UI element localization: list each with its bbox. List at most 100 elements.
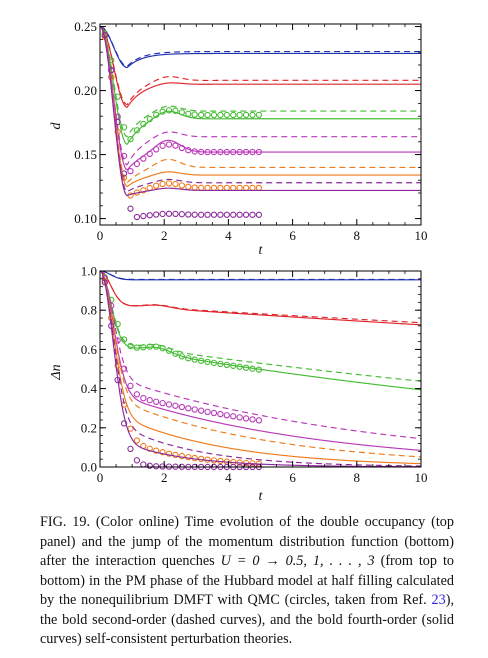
top-series-13-line xyxy=(99,26,421,197)
bottom-series-15-point xyxy=(108,322,115,330)
bottom-series-12-point xyxy=(172,451,179,459)
top-series-9-point xyxy=(197,148,205,156)
top-series-15-point xyxy=(210,211,218,218)
bottom-ytick-label: 0.8 xyxy=(81,303,97,318)
bottom-ytick-label: 1.0 xyxy=(81,264,97,279)
top-ytick-label: 0.10 xyxy=(74,211,97,226)
bottom-series-9-point xyxy=(153,398,160,405)
top-series-9-point xyxy=(204,148,211,156)
top-x-axis-label: t xyxy=(259,243,264,258)
top-series-6-point xyxy=(159,108,166,115)
bottom-series-6-point xyxy=(146,343,153,350)
top-series-6-point xyxy=(172,107,179,114)
top-series-8-line xyxy=(99,26,421,166)
top-series-12-point xyxy=(255,184,263,192)
top-series-14-line xyxy=(99,26,421,193)
top-series-12-point xyxy=(217,184,224,192)
top-series-6-point xyxy=(210,111,218,119)
top-series-9-point xyxy=(255,148,263,156)
top-series-12-point xyxy=(178,182,186,189)
bottom-series-9-point xyxy=(191,406,198,413)
bottom-series-6-point xyxy=(223,361,230,368)
bottom-series-12-point xyxy=(159,449,166,456)
top-series-12-point xyxy=(108,73,115,81)
bottom-series-6-point xyxy=(230,362,237,369)
top-series-12-point xyxy=(210,184,218,192)
top-panel: 0 2 4 6 8 10 0.10 0.15 0.20 0.25 t d xyxy=(49,19,428,258)
bottom-series-9-point xyxy=(120,365,128,372)
bottom-series-9-point xyxy=(133,391,141,398)
bottom-series-9-point xyxy=(165,401,173,408)
top-series-15-point xyxy=(236,211,243,218)
top-series-6-point xyxy=(204,111,211,119)
top-series-9-point xyxy=(153,146,160,153)
top-series-15-point xyxy=(133,213,141,221)
top-series-15-point xyxy=(146,212,153,219)
bottom-series-9-point xyxy=(230,413,237,420)
top-series-6-point xyxy=(185,110,192,117)
top-series-9-point xyxy=(191,148,198,155)
bottom-xtick-label: 0 xyxy=(97,470,104,485)
top-series-15-point xyxy=(108,67,115,74)
bottom-y-axis-label: Δn xyxy=(49,364,64,380)
bottom-series-6-point xyxy=(159,344,166,352)
top-series-9-point xyxy=(140,155,147,162)
bottom-series-9-point xyxy=(127,382,134,389)
bottom-series-9-point xyxy=(197,407,205,414)
bottom-series-15-point xyxy=(120,420,128,427)
top-series-6-point xyxy=(230,111,237,119)
bottom-series-12-point xyxy=(165,450,173,457)
top-series-9-point xyxy=(185,147,192,154)
bottom-series-12-point xyxy=(133,437,141,444)
top-ytick-label: 0.20 xyxy=(74,83,97,98)
caption-quench: U = 0 → 0.5, 1, . . . , 3 xyxy=(220,553,375,569)
bottom-xtick-label: 2 xyxy=(161,470,168,485)
bottom-series-15-point xyxy=(133,457,141,464)
top-series-15-point xyxy=(204,211,211,218)
top-series-12-point xyxy=(197,184,205,191)
bottom-series-9-point xyxy=(236,414,243,421)
top-series-6-point xyxy=(120,124,128,131)
bottom-series-9-point xyxy=(223,412,230,419)
bottom-series-9-point xyxy=(178,403,186,411)
bottom-series-15-point xyxy=(153,463,160,470)
bottom-xtick-label: 6 xyxy=(289,470,296,485)
top-series-7-line xyxy=(99,26,421,171)
bottom-series-6-point xyxy=(236,363,243,370)
bottom-series-1-line xyxy=(99,270,421,281)
top-series-6-point xyxy=(217,111,224,119)
bottom-panel: 0 2 4 6 8 10 0.0 0.2 0.4 0.6 0.8 1.0 t Δn xyxy=(49,264,428,505)
top-series-11-line xyxy=(99,26,421,184)
bottom-series-6-point xyxy=(120,336,128,343)
top-series-15-point xyxy=(242,211,250,218)
top-series-6-point xyxy=(249,111,256,119)
bottom-series-6-point xyxy=(242,364,250,371)
top-plot-frame xyxy=(99,23,422,226)
caption-ref-link[interactable]: 23 xyxy=(431,592,446,608)
top-series-9-point xyxy=(223,148,230,156)
bottom-series-9-point xyxy=(242,415,250,422)
top-series-2-line xyxy=(99,25,421,108)
bottom-series-9-point xyxy=(210,409,218,417)
top-series-12-point xyxy=(236,184,243,192)
bottom-series-12-point xyxy=(185,453,192,461)
top-series-9-point xyxy=(249,148,256,156)
top-series-9-point xyxy=(242,148,250,156)
bottom-series-group xyxy=(99,270,422,471)
top-series-12-point xyxy=(223,184,230,192)
top-series-12-point xyxy=(172,180,179,188)
bottom-series-5-line xyxy=(99,270,422,382)
top-series-6-point xyxy=(255,111,263,119)
top-series-6-point xyxy=(223,111,230,119)
top-series-15-point xyxy=(172,210,179,218)
bottom-series-15-point xyxy=(114,376,121,384)
top-series-3-line xyxy=(99,25,421,106)
top-series-4-line xyxy=(99,26,421,145)
top-series-15-point xyxy=(185,211,192,218)
bottom-series-6-point xyxy=(178,353,186,360)
top-series-15-point xyxy=(101,32,108,39)
bottom-ytick-label: 0.2 xyxy=(81,420,97,435)
top-series-15-point xyxy=(178,211,186,218)
top-series-15-point xyxy=(249,211,256,218)
top-series-group xyxy=(99,25,421,221)
